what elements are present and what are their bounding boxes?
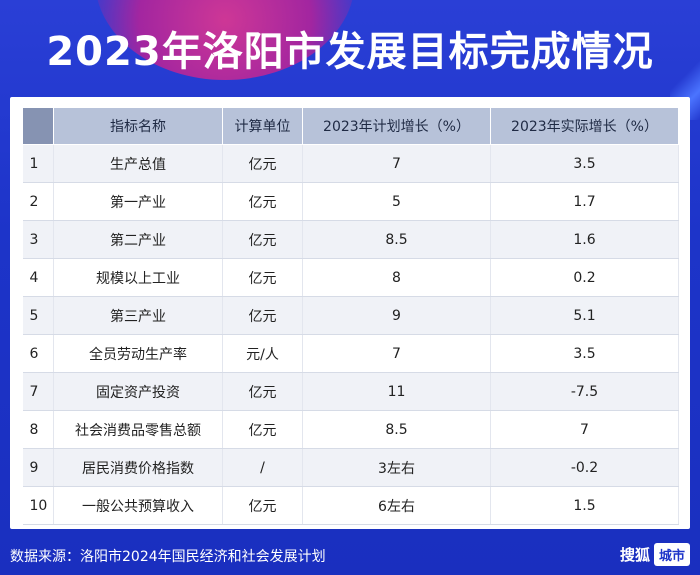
data-table: 指标名称 计算单位 2023年计划增长（%） 2023年实际增长（%） 1 生产总… — [22, 107, 679, 525]
table-row: 3 第二产业 亿元 8.5 1.6 — [22, 220, 679, 259]
table-row: 2 第一产业 亿元 5 1.7 — [22, 182, 679, 221]
table-header-row: 指标名称 计算单位 2023年计划增长（%） 2023年实际增长（%） — [22, 107, 679, 145]
cell-index: 3 — [22, 220, 54, 259]
cell-unit: 亿元 — [222, 486, 303, 525]
cell-index: 1 — [22, 144, 54, 183]
header-unit: 计算单位 — [222, 107, 303, 145]
table-row: 10 一般公共预算收入 亿元 6左右 1.5 — [22, 486, 679, 525]
cell-actual: 3.5 — [490, 144, 679, 183]
brand-tag: 城市 — [653, 543, 690, 566]
header-actual: 2023年实际增长（%） — [490, 107, 679, 145]
cell-unit: 亿元 — [222, 144, 303, 183]
table-row: 7 固定资产投资 亿元 11 -7.5 — [22, 372, 679, 411]
cell-name: 全员劳动生产率 — [53, 334, 223, 373]
cell-actual: 5.1 — [490, 296, 679, 335]
table-row: 4 规模以上工业 亿元 8 0.2 — [22, 258, 679, 297]
cell-actual: -7.5 — [490, 372, 679, 411]
table-row: 1 生产总值 亿元 7 3.5 — [22, 144, 679, 183]
cell-name: 居民消费价格指数 — [53, 448, 223, 487]
table-row: 9 居民消费价格指数/3左右 -0.2 — [22, 448, 679, 487]
cell-name: 生产总值 — [53, 144, 223, 183]
cell-index: 5 — [22, 296, 54, 335]
source-note: 数据来源：洛阳市2024年国民经济和社会发展计划 — [10, 549, 326, 565]
table-card: 指标名称 计算单位 2023年计划增长（%） 2023年实际增长（%） 1 生产总… — [10, 97, 690, 529]
cell-plan: 8 — [302, 258, 491, 297]
cell-plan: 8.5 — [302, 410, 491, 449]
cell-unit: 亿元 — [222, 258, 303, 297]
cell-plan: 7 — [302, 334, 491, 373]
cell-actual: -0.2 — [490, 448, 679, 487]
cell-name: 第一产业 — [53, 182, 223, 221]
cell-name: 第三产业 — [53, 296, 223, 335]
cell-plan: 11 — [302, 372, 491, 411]
cell-name: 社会消费品零售总额 — [53, 410, 223, 449]
cell-actual: 7 — [490, 410, 679, 449]
cell-index: 7 — [22, 372, 54, 411]
cell-unit: 亿元 — [222, 372, 303, 411]
cell-index: 10 — [22, 486, 54, 525]
header-name: 指标名称 — [53, 107, 223, 145]
table-row: 6 全员劳动生产率 元/人 7 3.5 — [22, 334, 679, 373]
cell-name: 第二产业 — [53, 220, 223, 259]
page-title: 2023年洛阳市发展目标完成情况 — [46, 28, 654, 75]
cell-plan: 9 — [302, 296, 491, 335]
cell-unit: 亿元 — [222, 296, 303, 335]
cell-index: 4 — [22, 258, 54, 297]
cell-name: 规模以上工业 — [53, 258, 223, 297]
cell-index: 8 — [22, 410, 54, 449]
cell-actual: 1.5 — [490, 486, 679, 525]
cell-plan: 5 — [302, 182, 491, 221]
cell-plan: 8.5 — [302, 220, 491, 259]
cell-actual: 0.2 — [490, 258, 679, 297]
cell-unit: 元/人 — [222, 334, 303, 373]
cell-index: 9 — [22, 448, 54, 487]
brand-name: 搜狐 — [619, 546, 650, 564]
cell-plan: 6左右 — [302, 486, 491, 525]
header-index — [22, 107, 54, 145]
cell-name: 一般公共预算收入 — [53, 486, 223, 525]
cell-actual: 1.6 — [490, 220, 679, 259]
cell-name: 固定资产投资 — [53, 372, 223, 411]
cell-index: 2 — [22, 182, 54, 221]
cell-plan: 7 — [302, 144, 491, 183]
cell-index: 6 — [22, 334, 54, 373]
table-row: 5 第三产业 亿元 9 5.1 — [22, 296, 679, 335]
header-plan: 2023年计划增长（%） — [302, 107, 491, 145]
table-row: 8 社会消费品零售总额 亿元 8.5 7 — [22, 410, 679, 449]
cell-actual: 1.7 — [490, 182, 679, 221]
cell-unit: 亿元 — [222, 220, 303, 259]
cell-unit: 亿元 — [222, 410, 303, 449]
cell-plan: 3左右 — [302, 448, 491, 487]
cell-actual: 3.5 — [490, 334, 679, 373]
cell-unit: 亿元 — [222, 182, 303, 221]
cell-unit: / — [222, 448, 303, 487]
brand-logo: 搜狐 城市 — [620, 543, 690, 566]
